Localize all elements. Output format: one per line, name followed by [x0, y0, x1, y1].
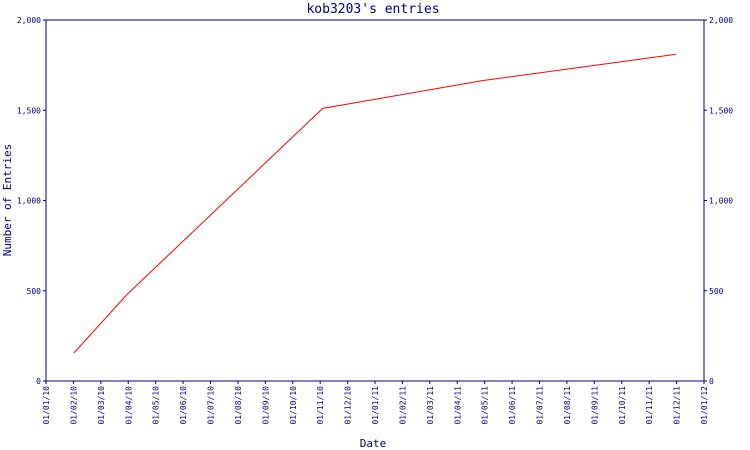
x-tick-label: 01/12/10 [344, 386, 353, 425]
x-tick-label: 01/07/10 [207, 386, 216, 425]
x-tick-label: 01/06/11 [508, 386, 517, 425]
x-tick-label: 01/04/11 [453, 386, 462, 425]
y-axis-left: 0 500 1,000 1,500 2,000 [17, 16, 46, 386]
y-tick-label-left: 1,500 [17, 106, 41, 115]
y-tick-label-right: 0 [709, 377, 714, 386]
x-tick-label: 01/02/10 [69, 386, 78, 425]
y-axis-right: 0 500 1,000 1,500 2,000 [704, 16, 733, 386]
x-tick-label: 01/11/10 [316, 386, 325, 425]
y-tick-label-left: 0 [36, 377, 41, 386]
y-tick-label-left: 2,000 [17, 16, 41, 25]
y-tick-label-right: 2,000 [709, 16, 733, 25]
y-tick-label-right: 500 [709, 287, 724, 296]
x-tick-label: 01/08/11 [563, 386, 572, 425]
x-tick-label: 01/05/10 [152, 386, 161, 425]
x-tick-label: 01/08/10 [234, 386, 243, 425]
x-tick-label: 01/05/11 [481, 386, 490, 425]
x-tick-label: 01/06/10 [179, 386, 188, 425]
x-tick-label: 01/11/11 [645, 386, 654, 425]
x-tick-label: 01/03/10 [97, 386, 106, 425]
x-tick-label: 01/04/10 [124, 386, 133, 425]
y-tick-label-right: 1,000 [709, 197, 733, 206]
x-axis-title: Date [360, 437, 387, 450]
x-tick-label: 01/10/11 [618, 386, 627, 425]
x-tick-label: 01/01/10 [42, 386, 51, 425]
x-tick-label: 01/02/11 [398, 386, 407, 425]
plot-area [45, 19, 705, 382]
series-group [73, 53, 677, 354]
chart-title: kob3203's entries [306, 2, 439, 17]
series-line [73, 53, 677, 354]
y-tick-label-left: 1,000 [17, 197, 41, 206]
x-tick-label: 01/09/10 [261, 386, 270, 425]
x-tick-label: 01/01/12 [700, 386, 709, 425]
x-axis: 01/01/10 01/02/10 01/03/10 01/04/10 01/05/10… [42, 381, 709, 425]
y-axis-title: Number of Entries [1, 144, 14, 257]
x-tick-label: 01/03/11 [426, 386, 435, 425]
x-tick-label: 01/09/11 [590, 386, 599, 425]
x-tick-label: 01/12/11 [673, 386, 682, 425]
y-tick-label-right: 1,500 [709, 106, 733, 115]
x-tick-label: 01/01/11 [371, 386, 380, 425]
x-tick-label: 01/07/11 [536, 386, 545, 425]
x-tick-label: 01/10/10 [289, 386, 298, 425]
y-tick-label-left: 500 [27, 287, 42, 296]
